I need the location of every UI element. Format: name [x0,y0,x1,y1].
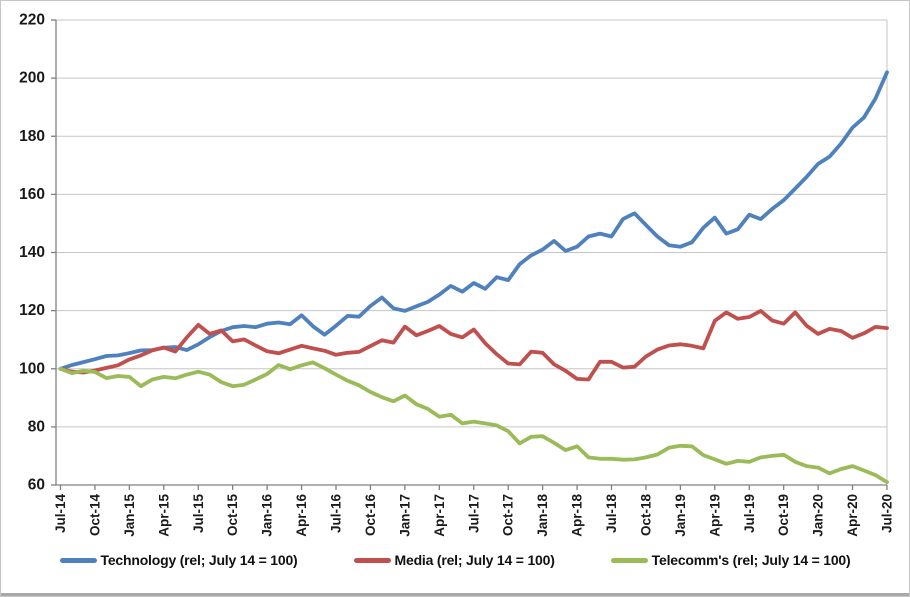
x-axis-label-Apr-16: Apr-16 [294,494,309,537]
y-axis-label-60: 60 [28,477,45,494]
legend-item-technology: Technology (rel; July 14 = 100) [59,552,298,568]
x-axis-label-Jan-19: Jan-19 [673,494,688,537]
y-axis-label-80: 80 [28,418,45,435]
x-axis-label-Jul-20: Jul-20 [880,494,895,533]
y-axis-label-200: 200 [19,70,45,87]
media-line-swatch [353,557,391,563]
x-axis-label-Jan-17: Jan-17 [397,494,412,537]
y-axis-label-140: 140 [19,244,45,261]
technology-line [58,70,889,371]
x-axis-label-Oct-17: Oct-17 [501,494,516,536]
x-axis-label-Jul-17: Jul-17 [466,494,481,533]
x-axis-label-Oct-14: Oct-14 [87,494,102,537]
x-axis-label-Apr-15: Apr-15 [156,494,171,537]
legend-label-technology: Technology (rel; July 14 = 100) [100,552,298,568]
x-axis-label-Oct-19: Oct-19 [776,494,791,536]
media-line [58,308,889,382]
x-axis-label-Jan-20: Jan-20 [811,494,826,537]
chart-bottom-border [1,593,909,596]
x-axis-label-Apr-18: Apr-18 [570,494,585,537]
x-axis-label-Apr-20: Apr-20 [845,494,860,537]
telecomms-line-swatch [610,557,648,563]
technology-line-swatch [59,557,97,563]
x-axis-label-Jan-18: Jan-18 [535,494,550,537]
legend-item-telecomms: Telecomm's (rel; July 14 = 100) [610,552,851,568]
x-axis-label-Jul-15: Jul-15 [191,494,206,534]
x-axis-label-Apr-17: Apr-17 [432,494,447,537]
y-axis-label-120: 120 [19,302,45,319]
x-axis-label-Oct-16: Oct-16 [363,494,378,537]
y-axis-label-100: 100 [19,360,45,377]
y-axis-label-220: 220 [19,12,45,29]
x-axis-label-Oct-15: Oct-15 [225,494,240,537]
x-axis-label-Apr-19: Apr-19 [707,494,722,537]
plot-area: 220 200 180 160 140 120 100 80 60 Jul-14 Oct-14 Jan… [19,12,895,537]
x-axis-label-Jan-16: Jan-16 [260,494,275,537]
x-axis-label-Jul-19: Jul-19 [742,494,757,533]
y-axis-label-180: 180 [19,128,45,145]
y-axis-label-160: 160 [19,186,45,203]
x-axis-label-Jan-15: Jan-15 [122,494,137,537]
x-axis-label-Oct-18: Oct-18 [638,494,653,537]
x-axis-label-Jul-14: Jul-14 [53,494,68,534]
legend-item-media: Media (rel; July 14 = 100) [353,552,555,568]
chart-legend: Technology (rel; July 14 = 100) Media (r… [1,552,909,568]
legend-label-media: Media (rel; July 14 = 100) [394,552,555,568]
x-axis-label-Jul-16: Jul-16 [329,494,344,534]
telecomms-line [58,360,889,485]
x-axis-label-Jul-18: Jul-18 [604,494,619,534]
legend-label-telecomms: Telecomm's (rel; July 14 = 100) [651,552,851,568]
